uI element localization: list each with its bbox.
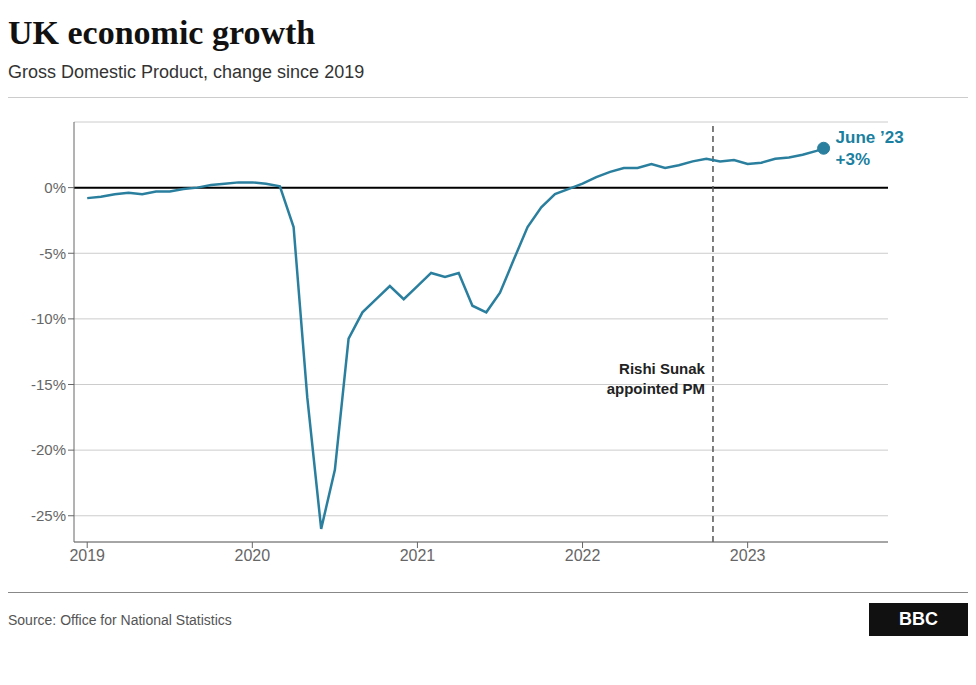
html-text:UK economic growth: UK economic growth	[8, 14, 316, 51]
svg-text:0%: 0%	[44, 179, 66, 196]
svg-text:-15%: -15%	[31, 376, 66, 393]
svg-text:-5%: -5%	[39, 245, 66, 262]
svg-text:2022: 2022	[565, 547, 601, 564]
svg-text:2023: 2023	[730, 547, 766, 564]
svg-text:June ’23+3%: June ’23+3%	[836, 128, 904, 169]
svg-text:-10%: -10%	[31, 310, 66, 327]
svg-text:2020: 2020	[235, 547, 271, 564]
html-text:BBC: BBC	[899, 609, 938, 629]
html-text:Gross Domestic Product, change: Gross Domestic Product, change since 201…	[8, 62, 365, 82]
svg-text:2021: 2021	[400, 547, 436, 564]
svg-text:-20%: -20%	[31, 441, 66, 458]
svg-text:Rishi Sunakappointed PM: Rishi Sunakappointed PM	[607, 360, 706, 397]
svg-text:2019: 2019	[69, 547, 105, 564]
html-text:Source: Office for National St: Source: Office for National Statistics	[8, 611, 232, 628]
svg-text:-25%: -25%	[31, 507, 66, 524]
